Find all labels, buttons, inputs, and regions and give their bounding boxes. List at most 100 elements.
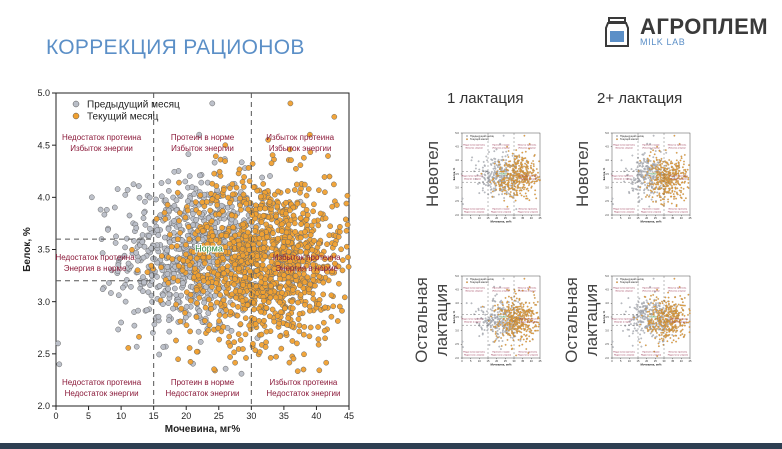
thumb-zone-label: Избыток протеина [669,176,688,178]
thumb-data-point [684,304,686,307]
thumb-data-point [508,295,510,298]
thumb-data-point [639,306,642,308]
thumb-data-point [478,168,481,171]
thumb-x-tick-label: 35 [671,359,674,363]
thumb-x-tick-label: 10 [628,359,631,363]
data-point [241,174,247,180]
thumb-data-point [633,322,636,325]
thumb-data-point [501,330,504,332]
thumb-data-point [502,306,505,309]
thumb-data-point [673,174,675,177]
thumb-data-point [660,176,663,179]
thumb-data-point [524,186,526,189]
thumb-data-point [526,182,528,184]
thumb-data-point [665,319,668,322]
thumb-data-point [532,326,534,329]
thumb-zone-label: Недостаток энергии [668,355,689,357]
data-point [175,278,181,284]
data-point [237,321,244,327]
thumb-y-tick-label: 2.0 [455,213,459,217]
logo: АГРОПЛЕМ MILK LAB [604,14,774,48]
x-tick-label: 15 [149,411,159,421]
thumb-zone-label: Энергия в норме [464,322,482,324]
thumb-data-point [520,336,523,339]
thumb-data-point [508,329,510,332]
thumb-data-point [683,297,686,299]
data-point [311,201,317,208]
thumb-data-point [675,179,678,181]
thumb-data-point [645,299,648,302]
thumb-data-point [670,308,673,310]
thumb-data-point [646,305,648,307]
thumb-data-point [643,188,646,191]
thumb-data-point [494,309,497,311]
thumb-data-point [671,175,674,178]
data-point [158,193,165,200]
thumb-data-point [664,161,667,164]
thumb-data-point [517,180,519,183]
thumb-data-point [644,313,647,316]
data-point [196,251,203,257]
thumb-data-point [662,306,665,309]
data-point [247,275,253,282]
thumb-data-point [658,194,661,196]
thumb-zone-label: Недостаток энергии [641,355,662,357]
data-point [229,191,236,198]
thumb-data-point [648,319,651,322]
thumb-data-point [514,306,517,309]
thumb-data-point [499,308,502,311]
thumb-data-point [640,337,643,340]
data-point [232,359,238,366]
thumb-data-point [510,306,513,309]
thumb-data-point [634,182,637,184]
thumb-data-point [675,162,678,165]
thumb-data-point [683,314,686,317]
thumb-data-point [668,320,670,323]
data-point [281,305,288,312]
thumb-data-point [650,294,652,297]
thumb-data-point [493,341,496,343]
thumb-data-point [502,179,504,181]
thumb-data-point [506,179,508,182]
thumb-data-point [660,337,663,340]
data-point [315,336,322,343]
thumb-data-point [646,182,649,185]
thumb-data-point [503,170,505,173]
thumb-data-point [504,189,507,192]
data-point [262,276,268,283]
data-point [303,216,310,223]
data-point [250,299,257,306]
thumb-data-point [652,156,655,159]
data-point [257,205,263,212]
thumb-x-tick-label: 5 [470,359,472,363]
thumb-zone-label: Протеин в норме [492,287,510,289]
data-point [206,296,212,303]
data-point [305,186,312,192]
thumb-zone-label: Избыток энергии [642,147,660,149]
thumb-data-point [658,164,661,166]
thumb-data-point [668,327,671,330]
thumb-data-point [646,142,649,145]
thumb-data-point [681,304,683,307]
thumb-zone-label: Избыток энергии [616,147,634,149]
thumb-data-point [672,183,675,186]
thumb-data-point [527,167,529,170]
thumb-data-point [643,315,646,318]
thumb-data-point [648,195,650,198]
thumb-data-point [530,162,533,165]
data-point [160,344,167,350]
data-point [254,253,260,259]
thumb-data-point [522,309,524,312]
thumb-data-point [665,151,668,154]
data-point [310,277,317,283]
thumb-data-point [634,307,637,310]
thumb-data-point [640,345,643,348]
thumb-data-point [683,199,686,202]
thumb-data-point [506,191,508,193]
thumb-data-point [665,315,668,317]
data-point [296,322,303,329]
thumb-data-point [527,324,529,327]
thumb-data-point [672,325,675,328]
thumb-data-point [471,156,473,159]
data-point [209,180,216,187]
